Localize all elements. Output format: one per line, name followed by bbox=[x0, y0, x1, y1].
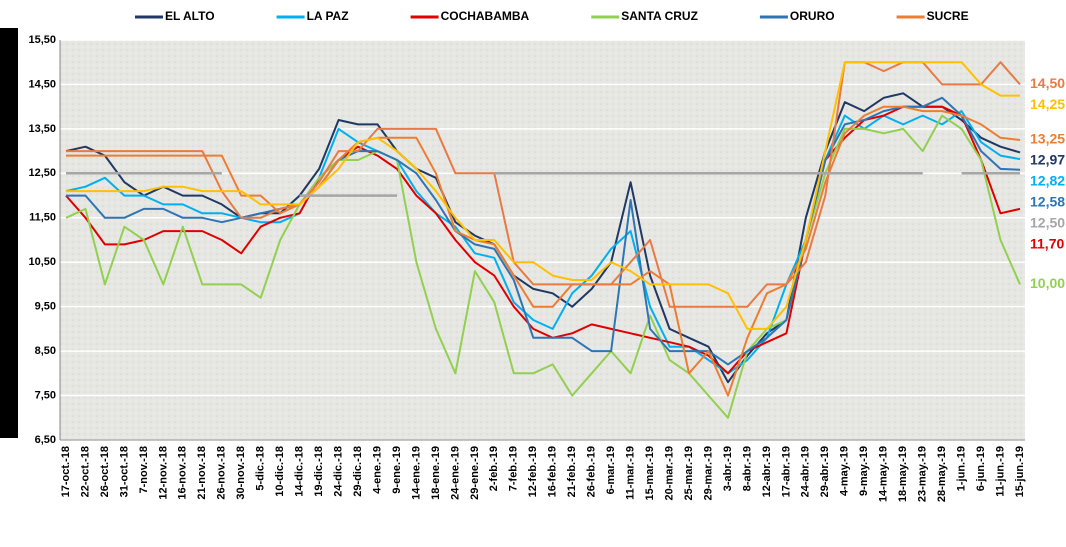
y-tick-label: 12,50 bbox=[28, 167, 56, 179]
x-tick-label: 24-dic.-18 bbox=[332, 446, 344, 497]
x-tick-label: 31-oct.-18 bbox=[118, 446, 130, 497]
x-tick-label: 9-ene.-19 bbox=[391, 446, 403, 494]
series-line bbox=[65, 114, 1021, 419]
legend-label: SANTA CRUZ bbox=[621, 9, 698, 23]
x-tick-label: 29-mar.-19 bbox=[702, 446, 714, 500]
x-tick-label: 23-may.-19 bbox=[917, 446, 929, 502]
side-panel bbox=[0, 28, 18, 438]
end-value-label: 11,70 bbox=[1030, 236, 1064, 252]
end-value-label: 14,50 bbox=[1030, 75, 1065, 91]
y-tick-label: 10,50 bbox=[28, 256, 56, 268]
x-tick-label: 30-nov.-18 bbox=[235, 446, 247, 500]
x-tick-label: 21-feb.-19 bbox=[566, 446, 578, 497]
x-tick-label: 9-may.-19 bbox=[858, 446, 870, 496]
end-value-label: 12,82 bbox=[1030, 173, 1065, 189]
legend-label: EL ALTO bbox=[165, 9, 215, 23]
x-tick-label: 11-jun.-19 bbox=[994, 446, 1006, 497]
x-tick-label: 12-nov.-18 bbox=[157, 446, 169, 500]
x-tick-label: 10-dic.-18 bbox=[274, 446, 286, 497]
x-tick-label: 8-abr.-19 bbox=[741, 446, 753, 491]
x-tick-label: 24-abr.-19 bbox=[800, 446, 812, 497]
labels: 6,50 7,50 8,50 9,50 10,50 11,50 12,50 13,50 14,5… bbox=[28, 9, 1065, 502]
x-tick-label: 15-jun.-19 bbox=[1014, 446, 1026, 497]
x-tick-label: 17-oct.-18 bbox=[60, 446, 72, 497]
y-tick-label: 11,50 bbox=[29, 212, 56, 224]
x-tick-label: 14-ene.-19 bbox=[410, 446, 422, 500]
series-line bbox=[66, 96, 1021, 366]
grid bbox=[59, 39, 1025, 441]
x-tick-label: 19-dic.-18 bbox=[313, 446, 325, 497]
x-tick-label: 26-feb.-19 bbox=[586, 446, 598, 497]
x-tick-label: 12-feb.-19 bbox=[527, 446, 539, 497]
x-tick-label: 4-may.-19 bbox=[839, 446, 851, 496]
y-tick-label: 15,50 bbox=[28, 34, 56, 46]
end-value-label: 12,97 bbox=[1030, 152, 1065, 168]
legend-label: ORURO bbox=[790, 9, 835, 23]
x-tick-label: 26-nov.-18 bbox=[216, 446, 228, 500]
x-tick-label: 6-mar.-19 bbox=[605, 446, 617, 494]
x-tick-label: 14-may.-19 bbox=[878, 446, 890, 502]
lines bbox=[65, 61, 1021, 419]
end-value-label: 12,58 bbox=[1030, 194, 1065, 210]
y-tick-label: 7,50 bbox=[35, 389, 56, 401]
y-tick-label: 9,50 bbox=[35, 301, 56, 313]
x-tick-label: 24-ene.-19 bbox=[449, 446, 461, 500]
x-tick-label: 25-mar.-19 bbox=[683, 446, 695, 500]
x-tick-label: 15-mar.-19 bbox=[644, 446, 656, 500]
series-line bbox=[66, 61, 1020, 330]
end-value-label: 12,50 bbox=[1030, 215, 1065, 231]
series-line bbox=[65, 92, 1021, 384]
x-tick-label: 16-feb.-19 bbox=[547, 446, 559, 497]
legend-label: COCHABAMBA bbox=[441, 9, 530, 23]
series-line bbox=[66, 105, 1021, 397]
x-tick-label: 6-jun.-19 bbox=[975, 446, 987, 491]
y-tick-label: 8,50 bbox=[35, 345, 56, 357]
x-tick-label: 22-oct.-18 bbox=[79, 446, 91, 497]
x-tick-label: 3-abr.-19 bbox=[722, 446, 734, 491]
y-tick-label: 13,50 bbox=[28, 123, 56, 135]
x-tick-label: 29-ene.-19 bbox=[469, 446, 481, 500]
x-tick-label: 26-oct.-18 bbox=[99, 446, 111, 497]
x-tick-label: 20-mar.-19 bbox=[663, 446, 675, 500]
x-tick-label: 14-dic.-18 bbox=[294, 446, 306, 497]
series-line bbox=[65, 105, 1021, 375]
x-tick-label: 11-mar.-19 bbox=[625, 446, 637, 500]
end-value-label: 10,00 bbox=[1030, 275, 1065, 291]
x-tick-label: 2-feb.-19 bbox=[488, 446, 500, 491]
x-tick-label: 7-feb.-19 bbox=[508, 446, 520, 491]
y-tick-label: 6,50 bbox=[35, 434, 56, 446]
x-tick-label: 5-dic.-18 bbox=[255, 446, 267, 491]
x-tick-label: 28-may.-19 bbox=[936, 446, 948, 502]
series-line bbox=[65, 110, 1021, 375]
x-tick-label: 12-abr.-19 bbox=[761, 446, 773, 497]
x-tick-label: 16-nov.-18 bbox=[177, 446, 189, 500]
series-line bbox=[66, 172, 1020, 197]
legend-label: LA PAZ bbox=[307, 9, 349, 23]
end-value-label: 13,25 bbox=[1030, 131, 1065, 147]
x-tick-label: 17-abr.-19 bbox=[780, 446, 792, 497]
x-tick-label: 18-ene.-19 bbox=[430, 446, 442, 500]
x-tick-label: 18-may.-19 bbox=[897, 446, 909, 502]
end-value-label: 14,25 bbox=[1030, 96, 1065, 112]
x-tick-label: 4-ene.-19 bbox=[371, 446, 383, 494]
x-tick-label: 29-abr.-19 bbox=[819, 446, 831, 497]
legend-label: SUCRE bbox=[927, 9, 969, 23]
y-tick-label: 14,50 bbox=[28, 78, 56, 90]
x-tick-label: 7-nov.-18 bbox=[138, 446, 150, 493]
x-tick-label: 1-jun.-19 bbox=[955, 446, 967, 491]
x-tick-label: 29-dic.-18 bbox=[352, 446, 364, 497]
x-tick-label: 21-nov.-18 bbox=[196, 446, 208, 500]
